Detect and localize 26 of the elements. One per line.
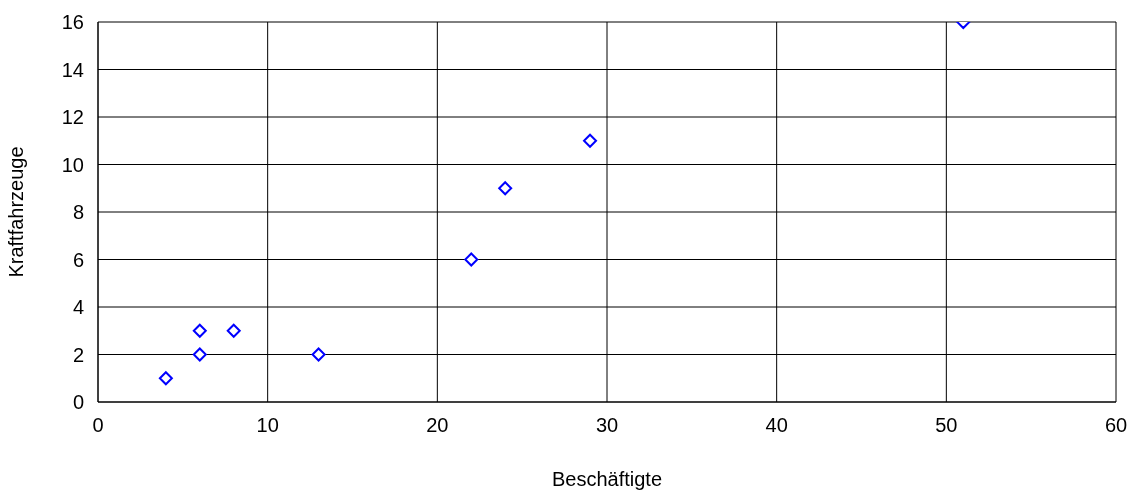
point [311,347,326,362]
y-tick-label: 4 [72,296,84,319]
y-tick-label: 10 [61,153,84,176]
point [192,347,207,362]
x-tick-label: 60 [1104,414,1128,437]
y-axis-title: Kraftfahrzeuge [5,146,28,278]
point [226,323,241,338]
y-tick-label: 8 [72,201,84,224]
x-tick-label: 20 [426,414,449,437]
y-tick-label: 14 [61,58,84,81]
x-axis-title: Beschäftigte [551,468,663,490]
y-tick-label: 6 [72,248,84,271]
x-tick-label: 50 [935,414,958,437]
point [464,252,479,267]
y-tick-label: 2 [72,343,84,366]
x-tick-label: 10 [256,414,279,437]
point [192,323,207,338]
x-tick-label: 30 [595,414,619,437]
y-tick-label: 0 [72,391,84,414]
point [158,371,173,386]
point [583,133,598,148]
point [498,181,513,196]
y-tick-label: 16 [61,11,84,34]
y-tick-label: 12 [61,106,84,129]
x-tick-label: 0 [92,414,104,437]
x-tick-label: 40 [765,414,788,437]
